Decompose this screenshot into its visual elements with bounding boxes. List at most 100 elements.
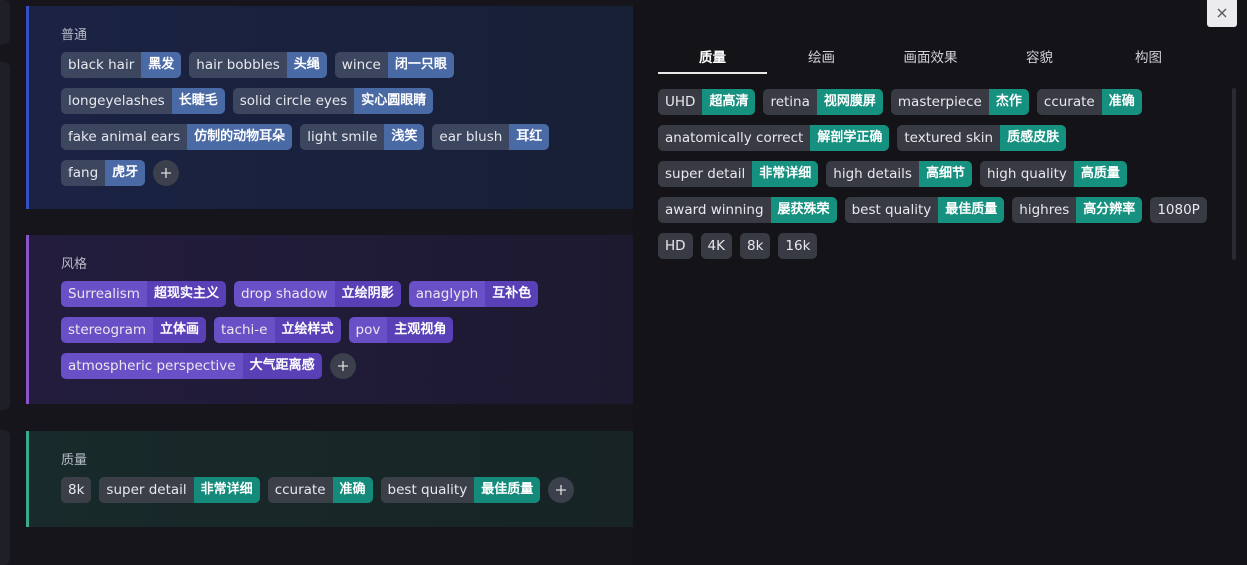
tag[interactable]: masterpiece 杰作	[890, 89, 1029, 115]
tag[interactable]: light smile 浅笑	[300, 124, 425, 150]
tag-en: 8k	[61, 477, 92, 503]
tag-en: stereogram	[61, 317, 153, 343]
tag[interactable]: 1080P	[1150, 197, 1207, 223]
tag-en: UHD	[658, 89, 703, 115]
tag-list: 8k super detail 非常详细 ccurate 准确 best quality 最…	[61, 477, 581, 503]
tag[interactable]: pov 主观视角	[348, 317, 454, 343]
tag-zh: 杰作	[988, 89, 1029, 115]
tag[interactable]: best quality 最佳质量	[844, 197, 1005, 223]
tag-en: 16k	[778, 233, 818, 259]
tab[interactable]: 质量	[658, 44, 767, 74]
tag-zh: 超高清	[702, 89, 756, 115]
tag-list: UHD 超高清 retina 视网膜屏 masterpiece 杰作 ccurate 准确 an…	[658, 89, 1218, 259]
tag[interactable]: anatomically correct 解剖学正确	[658, 125, 890, 151]
tag[interactable]: longeyelashes 长睫毛	[61, 88, 225, 114]
add-button[interactable]	[153, 160, 180, 186]
tag-en: longeyelashes	[61, 88, 172, 114]
tag[interactable]: UHD 超高清	[658, 89, 756, 115]
tag[interactable]: textured skin 质感皮肤	[897, 125, 1067, 151]
tag-zh: 解剖学正确	[810, 125, 890, 151]
tag[interactable]: ear blush 耳红	[432, 124, 550, 150]
tag-list: Surrealism 超现实主义 drop shadow 立绘阴影 anaglyph 互补…	[61, 281, 581, 379]
tag-en: best quality	[380, 477, 475, 503]
tag[interactable]: stereogram 立体画	[61, 317, 207, 343]
tag[interactable]: black hair 黑发	[61, 52, 182, 78]
tag-zh: 仿制的动物耳朵	[187, 124, 293, 150]
tag[interactable]: award winning 屡获殊荣	[658, 197, 837, 223]
tag[interactable]: best quality 最佳质量	[380, 477, 541, 503]
tag[interactable]: super detail 非常详细	[99, 477, 260, 503]
tag-en: light smile	[300, 124, 385, 150]
tag[interactable]: 8k	[740, 233, 771, 259]
tag[interactable]: hair bobbles 头绳	[189, 52, 327, 78]
tag-zh: 立绘阴影	[334, 281, 401, 307]
tag-zh: 质感皮肤	[1000, 125, 1067, 151]
tag[interactable]: solid circle eyes 实心圆眼睛	[232, 88, 434, 114]
tag-zh: 最佳质量	[938, 197, 1005, 223]
add-button[interactable]	[329, 353, 356, 379]
group-title: 风格	[61, 257, 88, 272]
tag[interactable]: high details 高细节	[826, 161, 972, 187]
tag-en: 8k	[740, 233, 771, 259]
tag[interactable]: HD	[658, 233, 693, 259]
tag-en: best quality	[844, 197, 939, 223]
tag[interactable]: super detail 非常详细	[658, 161, 819, 187]
tag-en: drop shadow	[233, 281, 335, 307]
tag-en: high quality	[979, 161, 1074, 187]
tag-en: highres	[1012, 197, 1077, 223]
tag[interactable]: Surrealism 超现实主义	[61, 281, 226, 307]
tag-zh: 高分辨率	[1076, 197, 1143, 223]
tag-group: 质量 8k super detail 非常详细 ccurate 准确 best qualit…	[26, 431, 633, 527]
tag-group: 普通 black hair 黑发 hair bobbles 头绳 wince 闭一只眼 lon…	[26, 6, 633, 209]
plus-icon	[161, 168, 172, 178]
tag-zh: 屡获殊荣	[770, 197, 837, 223]
tag-en: super detail	[99, 477, 194, 503]
tag-zh: 虎牙	[105, 160, 146, 186]
tag[interactable]: atmospheric perspective 大气距离感	[61, 353, 322, 379]
tag[interactable]: ccurate 准确	[1036, 89, 1142, 115]
tag[interactable]: tachi-e 立绘样式	[214, 317, 341, 343]
tag[interactable]: wince 闭一只眼	[334, 52, 454, 78]
tag[interactable]: anaglyph 互补色	[408, 281, 539, 307]
tag[interactable]: ccurate 准确	[267, 477, 373, 503]
plus-icon	[556, 485, 567, 495]
tag[interactable]: drop shadow 立绘阴影	[233, 281, 401, 307]
tag-en: ear blush	[432, 124, 510, 150]
tag-en: award winning	[658, 197, 771, 223]
tab[interactable]: 构图	[1135, 50, 1162, 66]
tab[interactable]: 画面效果	[903, 50, 958, 66]
scrollbar[interactable]	[1232, 88, 1236, 260]
group-title: 质量	[61, 453, 88, 468]
tag[interactable]: 16k	[778, 233, 818, 259]
tag[interactable]: fang 虎牙	[61, 160, 146, 186]
tag-zh: 头绳	[286, 52, 327, 78]
tab[interactable]: 绘画	[808, 50, 835, 66]
tag[interactable]: fake animal ears 仿制的动物耳朵	[61, 124, 293, 150]
tag-zh: 长睫毛	[171, 88, 225, 114]
tag[interactable]: 8k	[61, 477, 92, 503]
tag-en: hair bobbles	[189, 52, 287, 78]
tag-zh: 视网膜屏	[816, 89, 883, 115]
tag-en: ccurate	[267, 477, 333, 503]
tag-en: fang	[61, 160, 106, 186]
right-panel: 质量 绘画 画面效果 容貌 构图 UHD 超高清 retina 视网膜屏 masterpiece…	[633, 0, 1247, 565]
tag-en: atmospheric perspective	[61, 353, 243, 379]
tag-en: black hair	[61, 52, 142, 78]
tag-zh: 立绘样式	[274, 317, 341, 343]
close-button[interactable]	[1207, 0, 1237, 27]
tag[interactable]: 4K	[700, 233, 732, 259]
tag-en: fake animal ears	[61, 124, 188, 150]
tag-zh: 超现实主义	[146, 281, 226, 307]
tab[interactable]: 容貌	[1026, 50, 1053, 66]
panel-edge	[0, 430, 10, 565]
tag-zh: 浅笑	[384, 124, 425, 150]
tag-zh: 高细节	[918, 161, 972, 187]
tag-en: super detail	[658, 161, 753, 187]
tag[interactable]: highres 高分辨率	[1012, 197, 1143, 223]
tag[interactable]: retina 视网膜屏	[763, 89, 883, 115]
tag-zh: 准确	[332, 477, 373, 503]
tag-zh: 大气距离感	[242, 353, 322, 379]
add-button[interactable]	[548, 477, 575, 503]
tag[interactable]: high quality 高质量	[979, 161, 1127, 187]
